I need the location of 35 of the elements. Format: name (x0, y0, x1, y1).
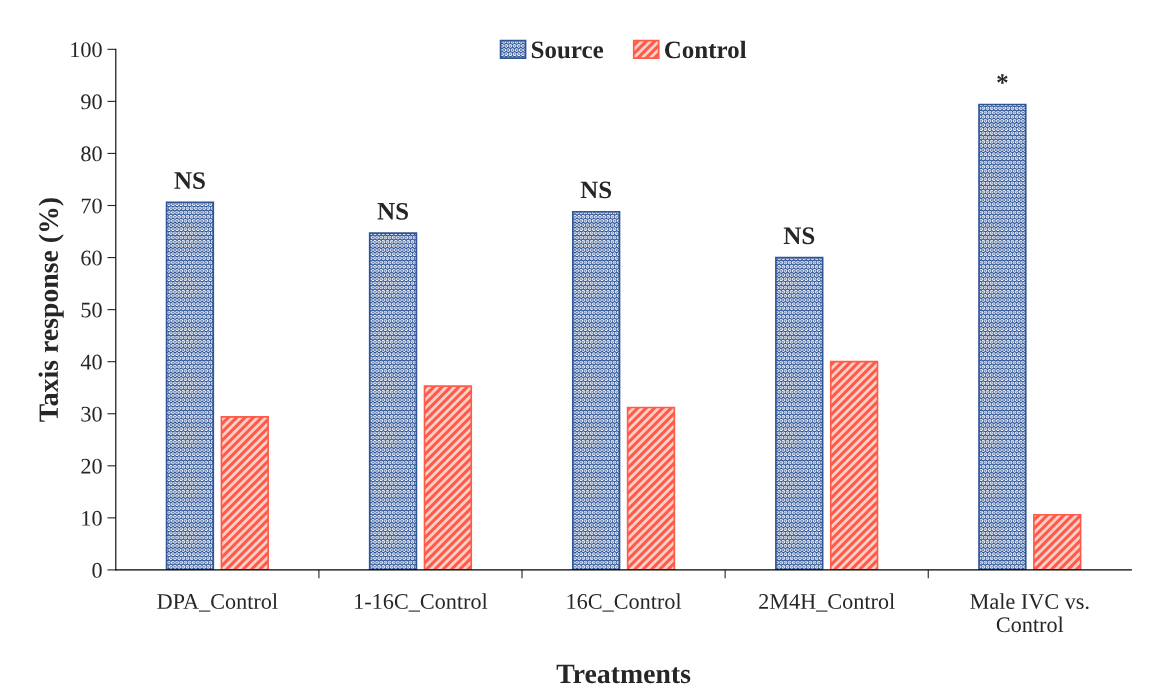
y-tick-label: 80 (81, 146, 102, 162)
y-tick-label: 10 (82, 510, 102, 526)
annotation: NS (377, 202, 408, 220)
x-tick-label: DPA_Control (157, 593, 278, 612)
bar (368, 232, 418, 570)
annotation: NS (580, 181, 612, 199)
y-tick-label: 90 (81, 94, 102, 110)
y-tick-label: 40 (80, 354, 102, 370)
x-tick-label: 2M4H_Control (759, 593, 895, 612)
legend-label: Control (664, 40, 747, 59)
bar (165, 201, 215, 570)
bar (829, 360, 879, 570)
x-tick-label: 16C_Control (567, 593, 682, 612)
x-axis-title: Treatments (556, 664, 691, 684)
bar (571, 210, 621, 570)
bar (626, 406, 676, 570)
legend-label: Source (531, 41, 604, 59)
annotation: NS (783, 227, 815, 245)
y-axis-title: Taxis response (%) (38, 198, 64, 422)
y-tick-label: 70 (81, 198, 102, 214)
y-tick-label: 60 (81, 250, 102, 266)
y-tick-label: 20 (81, 458, 102, 474)
bar (978, 103, 1027, 570)
y-tick-label: 50 (81, 302, 102, 318)
annotation: NS (174, 172, 205, 189)
bar (423, 385, 473, 570)
bar (220, 416, 269, 570)
x-tick-label: 1-16C_Control (355, 593, 488, 612)
bar (775, 256, 824, 570)
y-tick-label: 30 (81, 406, 102, 422)
y-tick-label: 100 (71, 42, 102, 58)
annotation: * (997, 74, 1008, 84)
x-tick-label: Male IVC vs. Control (970, 593, 1089, 633)
bar (1033, 513, 1082, 570)
y-tick-label: 0 (92, 562, 102, 578)
